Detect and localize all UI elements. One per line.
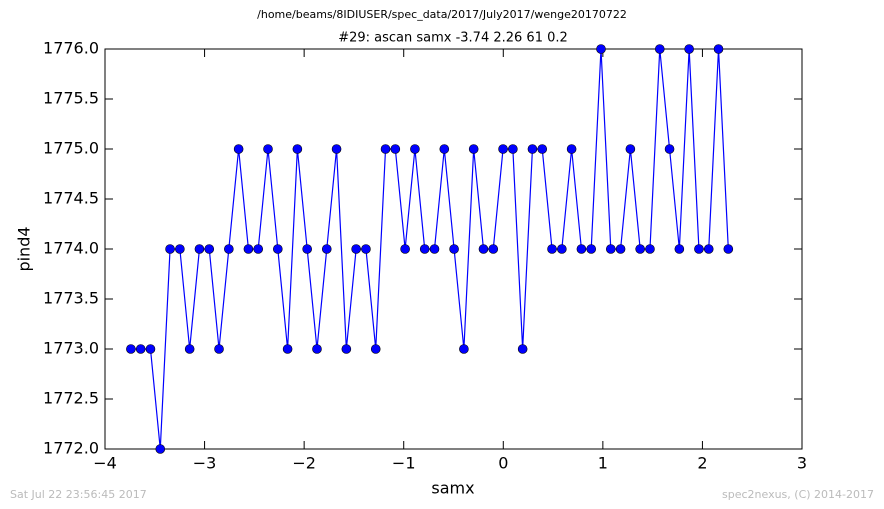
data-point bbox=[508, 144, 518, 154]
data-point bbox=[557, 244, 567, 254]
y-tick-label: 1773.0 bbox=[43, 339, 99, 358]
data-point bbox=[723, 244, 734, 254]
chart-title: #29: ascan samx -3.74 2.26 61 0.2 bbox=[338, 31, 568, 46]
data-point bbox=[331, 144, 342, 154]
data-point bbox=[155, 444, 166, 454]
data-point bbox=[194, 244, 205, 254]
y-tick-label: 1774.0 bbox=[43, 239, 99, 258]
data-point bbox=[478, 244, 489, 254]
data-point bbox=[272, 244, 283, 254]
data-point bbox=[654, 44, 665, 54]
data-point bbox=[605, 244, 616, 254]
data-point bbox=[488, 244, 499, 254]
data-point bbox=[449, 244, 459, 254]
data-point bbox=[625, 144, 636, 154]
data-point bbox=[302, 244, 312, 254]
x-tick-label: −1 bbox=[392, 454, 416, 473]
x-tick-label: −4 bbox=[93, 454, 117, 473]
x-tick-label: −2 bbox=[292, 454, 316, 473]
footer-left: Sat Jul 22 23:56:45 2017 bbox=[10, 488, 147, 501]
data-point bbox=[645, 244, 655, 254]
data-point bbox=[361, 244, 371, 254]
data-point bbox=[547, 244, 557, 254]
x-tick-label: 3 bbox=[797, 454, 807, 473]
data-point bbox=[468, 144, 479, 154]
data-point bbox=[527, 144, 538, 154]
data-point bbox=[537, 144, 548, 154]
data-point bbox=[694, 244, 704, 254]
data-point bbox=[204, 244, 215, 254]
data-point bbox=[390, 144, 401, 154]
data-point bbox=[263, 144, 273, 154]
data-point bbox=[566, 144, 577, 154]
data-line bbox=[130, 48, 729, 450]
data-point bbox=[439, 144, 450, 154]
data-point bbox=[380, 144, 391, 154]
x-tick-label: 0 bbox=[498, 454, 508, 473]
data-point bbox=[586, 244, 597, 254]
data-point bbox=[576, 244, 587, 254]
data-point bbox=[664, 144, 675, 154]
data-point bbox=[145, 344, 156, 354]
y-tick-label: 1775.5 bbox=[43, 89, 99, 108]
footer-right: spec2nexus, (C) 2014-2017 bbox=[722, 488, 874, 501]
x-tick-label: −3 bbox=[193, 454, 217, 473]
y-tick-label: 1773.5 bbox=[43, 289, 99, 308]
data-point bbox=[233, 144, 244, 154]
data-point bbox=[243, 244, 254, 254]
data-point bbox=[184, 344, 195, 354]
data-point bbox=[214, 344, 224, 354]
data-point bbox=[615, 244, 626, 254]
data-point bbox=[459, 344, 469, 354]
data-point bbox=[674, 244, 685, 254]
data-point bbox=[135, 344, 146, 354]
data-point bbox=[224, 244, 234, 254]
data-point bbox=[165, 244, 175, 254]
data-point bbox=[517, 344, 528, 354]
data-point bbox=[282, 344, 293, 354]
data-point bbox=[429, 244, 440, 254]
y-axis-label: pind4 bbox=[15, 226, 34, 271]
x-tick-label: 1 bbox=[598, 454, 608, 473]
data-point bbox=[126, 344, 136, 354]
y-tick-label: 1776.0 bbox=[43, 39, 99, 58]
data-point bbox=[321, 244, 332, 254]
data-point bbox=[312, 344, 322, 354]
y-tick-label: 1775.0 bbox=[43, 139, 99, 158]
data-point bbox=[498, 144, 508, 154]
y-tick-label: 1772.0 bbox=[43, 439, 99, 458]
x-tick-label: 2 bbox=[697, 454, 707, 473]
data-point bbox=[341, 344, 352, 354]
data-point bbox=[253, 244, 264, 254]
data-point bbox=[684, 44, 694, 54]
data-point bbox=[370, 344, 381, 354]
data-point bbox=[635, 244, 645, 254]
data-point bbox=[713, 44, 724, 54]
data-point bbox=[175, 244, 185, 254]
data-point bbox=[351, 244, 361, 254]
data-point bbox=[596, 44, 606, 54]
data-point bbox=[419, 244, 430, 254]
data-point bbox=[400, 244, 410, 254]
x-axis-label: samx bbox=[431, 479, 474, 498]
data-point bbox=[292, 144, 303, 154]
data-point bbox=[410, 144, 420, 154]
suptitle: /home/beams/8IDIUSER/spec_data/2017/July… bbox=[257, 8, 627, 21]
y-tick-label: 1774.5 bbox=[43, 189, 99, 208]
y-tick-label: 1772.5 bbox=[43, 389, 99, 408]
data-point bbox=[703, 244, 714, 254]
